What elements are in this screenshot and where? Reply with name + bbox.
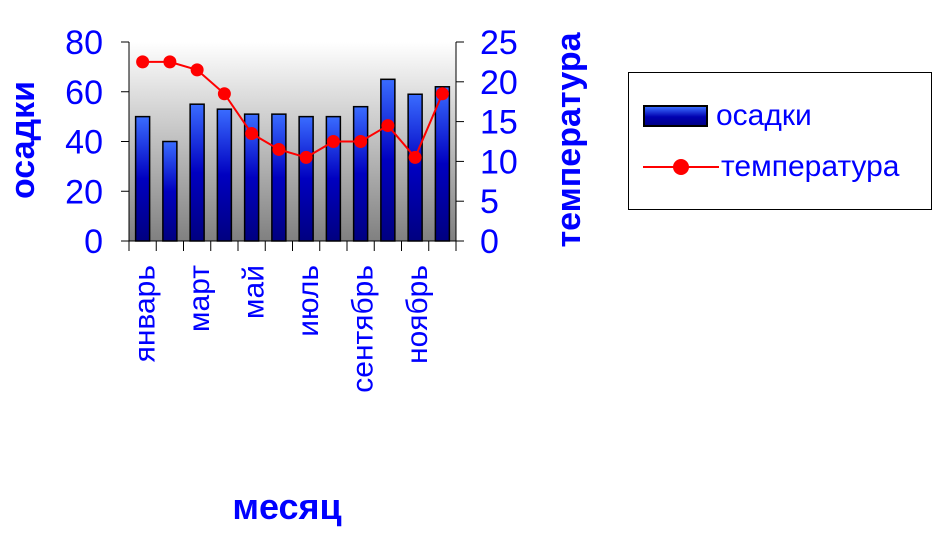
temperature-point-июль [299, 150, 313, 164]
y-left-tick-label: 60 [65, 74, 103, 112]
bar-апрель [216, 108, 233, 242]
legend: осадки температура [628, 72, 932, 210]
legend-item-line: температура [643, 147, 899, 187]
bar-июнь [271, 113, 287, 242]
y-axis-right-title: температура [550, 31, 588, 247]
temperature-point-апрель [217, 87, 231, 101]
legend-label-line: температура [721, 150, 900, 183]
x-tick-label-ноябрь: ноябрь [401, 265, 434, 364]
bar-январь [134, 115, 151, 242]
temperature-point-май [245, 127, 259, 141]
bar-июль [298, 115, 314, 242]
y-left-tick-label: 40 [65, 124, 103, 162]
temperature-point-ноябрь [408, 150, 422, 164]
y-right-tick-label: 5 [480, 183, 499, 221]
y-left-tick-label: 0 [84, 223, 103, 261]
legend-swatch-line [643, 156, 719, 178]
y-right-tick-label: 25 [480, 24, 518, 62]
x-tick-label-май: май [238, 265, 271, 319]
y-right-tick-label: 10 [480, 143, 518, 181]
temperature-point-февраль [163, 55, 177, 69]
x-tick-label-январь: январь [129, 265, 162, 362]
temperature-point-октябрь [381, 119, 395, 133]
temperature-point-январь [136, 55, 150, 69]
bar-октябрь [380, 78, 396, 242]
y-right-tick-label: 15 [480, 104, 518, 142]
legend-label-bars: осадки [716, 99, 812, 132]
bar-декабрь [434, 86, 451, 242]
plot-area [129, 42, 456, 241]
bar-сентябрь [352, 105, 369, 242]
temperature-point-август [326, 135, 340, 148]
x-axis-title: месяц [232, 486, 341, 527]
y-right-tick-label: 20 [480, 64, 518, 102]
bar-март [189, 103, 205, 242]
y-right-tick-label: 0 [480, 223, 499, 261]
temperature-point-сентябрь [354, 135, 368, 148]
legend-swatch-bar [643, 105, 708, 127]
bar-ноябрь [407, 93, 423, 242]
bar-февраль [162, 140, 178, 242]
x-tick-label-март: март [183, 265, 216, 332]
y-axis-left-title: осадки [4, 81, 42, 199]
x-tick-label-июль: июль [292, 265, 325, 337]
temperature-point-июнь [272, 142, 286, 156]
temperature-point-март [190, 63, 204, 77]
legend-item-bars: осадки [643, 96, 812, 136]
y-left-tick-label: 80 [65, 24, 103, 62]
line-series [136, 55, 449, 164]
x-tick-label-сентябрь: сентябрь [347, 265, 380, 393]
temperature-point-декабрь [435, 87, 449, 101]
y-left-tick-label: 20 [65, 173, 103, 211]
